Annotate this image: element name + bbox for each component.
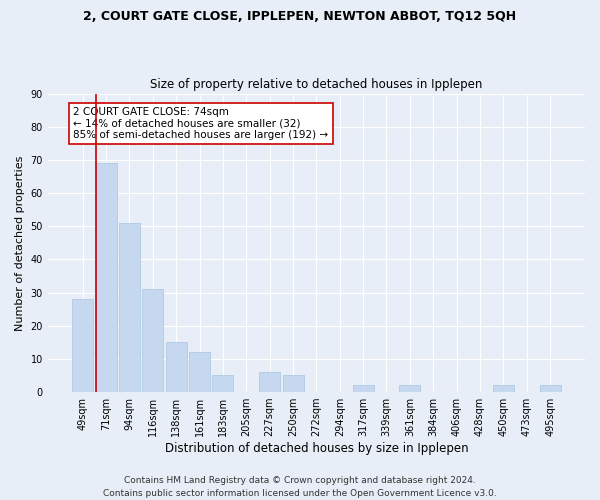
Bar	[212, 376, 233, 392]
Bar	[353, 386, 374, 392]
Text: 2 COURT GATE CLOSE: 74sqm
← 14% of detached houses are smaller (32)
85% of semi-: 2 COURT GATE CLOSE: 74sqm ← 14% of detac…	[73, 107, 329, 140]
Bar	[95, 163, 116, 392]
Y-axis label: Number of detached properties: Number of detached properties	[15, 155, 25, 330]
Bar	[142, 290, 163, 392]
Bar	[72, 299, 93, 392]
Bar	[119, 223, 140, 392]
Bar	[400, 386, 421, 392]
Bar	[283, 376, 304, 392]
Title: Size of property relative to detached houses in Ipplepen: Size of property relative to detached ho…	[150, 78, 482, 91]
Text: 2, COURT GATE CLOSE, IPPLEPEN, NEWTON ABBOT, TQ12 5QH: 2, COURT GATE CLOSE, IPPLEPEN, NEWTON AB…	[83, 10, 517, 23]
Bar	[539, 386, 560, 392]
Bar	[166, 342, 187, 392]
Bar	[189, 352, 210, 392]
X-axis label: Distribution of detached houses by size in Ipplepen: Distribution of detached houses by size …	[164, 442, 468, 455]
Bar	[259, 372, 280, 392]
Text: Contains HM Land Registry data © Crown copyright and database right 2024.
Contai: Contains HM Land Registry data © Crown c…	[103, 476, 497, 498]
Bar	[493, 386, 514, 392]
